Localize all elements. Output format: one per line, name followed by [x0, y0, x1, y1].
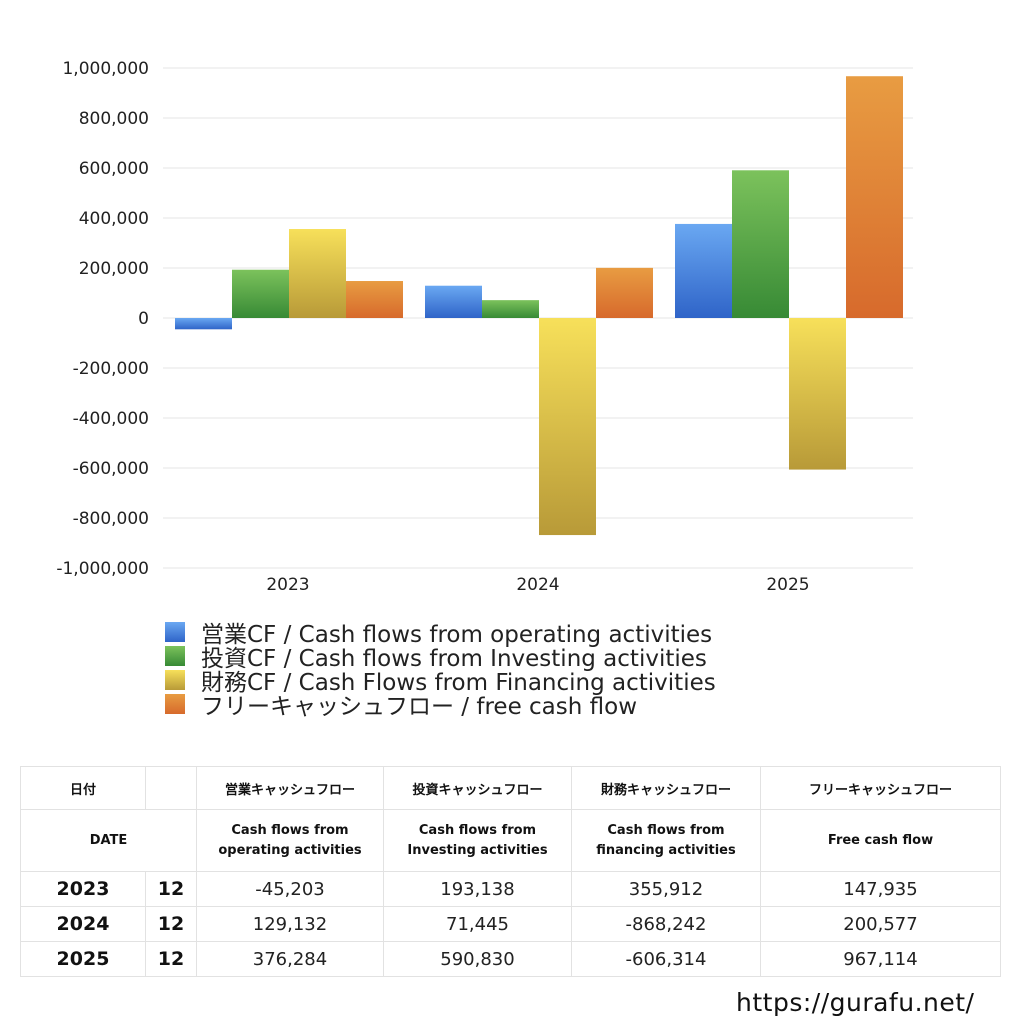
row-operating: 376,284: [196, 941, 384, 977]
legend-swatch-free: [165, 694, 185, 714]
y-tick-label: 400,000: [79, 209, 149, 229]
header-date-en: DATE: [20, 809, 197, 872]
cash-flow-table: 日付 営業キャッシュフロー 投資キャッシュフロー 財務キャッシュフロー フリーキ…: [20, 766, 1001, 977]
header-investing-en-line1: Cash flows from: [418, 822, 537, 838]
header-financing-jp: 財務キャッシュフロー: [571, 766, 761, 810]
header-operating-en-line1: Cash flows from: [231, 822, 349, 838]
header-date-jp: 日付: [20, 766, 146, 810]
table-row: 2023 12 -45,203 193,138 355,912 147,935: [20, 871, 1001, 907]
row-month: 12: [145, 871, 197, 907]
legend-swatch-financing: [165, 670, 185, 690]
row-investing: 193,138: [383, 871, 572, 907]
row-free: 147,935: [760, 871, 1001, 907]
bar-2023-series-3: [346, 281, 403, 318]
bars: [175, 76, 903, 536]
y-tick-label: 1,000,000: [62, 59, 149, 79]
cash-flow-bar-chart: 1,000,000 800,000 600,000 400,000 200,000 0 -2…: [56, 59, 913, 595]
y-tick-label: 600,000: [79, 159, 149, 179]
bar-2025-series-3: [846, 76, 903, 318]
header-operating-en: Cash flows from operating activities: [196, 809, 384, 872]
header-investing-en-line2: Investing activities: [407, 842, 548, 858]
header-financing-en-line1: Cash flows from: [607, 822, 725, 838]
table-row: 2024 12 129,132 71,445 -868,242 200,577: [20, 906, 1001, 942]
row-financing: -606,314: [571, 941, 761, 977]
row-operating: -45,203: [196, 871, 384, 907]
legend-label-operating: 営業CF / Cash flows from operating activit…: [201, 622, 713, 648]
legend-label-financing: 財務CF / Cash Flows from Financing activit…: [201, 670, 716, 696]
bar-2025-series-1: [732, 170, 789, 318]
y-tick-label: 800,000: [79, 109, 149, 129]
row-investing: 71,445: [383, 906, 572, 942]
row-free: 967,114: [760, 941, 1001, 977]
site-url[interactable]: https://gurafu.net/: [736, 988, 975, 1017]
header-investing-en: Cash flows from Investing activities: [383, 809, 572, 872]
header-operating-en-line2: operating activities: [218, 842, 362, 858]
legend-item-financing: 財務CF / Cash Flows from Financing activit…: [165, 668, 716, 696]
header-operating-jp: 営業キャッシュフロー: [196, 766, 384, 810]
bar-2023-series-2: [289, 229, 346, 318]
legend-label-investing: 投資CF / Cash flows from Investing activit…: [201, 646, 707, 672]
y-tick-label: 200,000: [79, 259, 149, 279]
table-subheader-row: DATE Cash flows from operating activities…: [20, 809, 1001, 872]
y-tick-label: -800,000: [73, 509, 149, 529]
table-header-row: 日付 営業キャッシュフロー 投資キャッシュフロー 財務キャッシュフロー フリーキ…: [20, 766, 1001, 810]
row-year: 2023: [20, 871, 146, 907]
header-free-en: Free cash flow: [760, 809, 1001, 872]
legend: 営業CF / Cash flows from operating activit…: [165, 620, 716, 720]
bar-2025-series-2: [789, 318, 846, 470]
bar-2025-series-0: [675, 223, 732, 318]
legend-label-free: フリーキャッシュフロー / free cash flow: [201, 694, 638, 720]
legend-item-investing: 投資CF / Cash flows from Investing activit…: [165, 644, 716, 672]
x-axis-ticks: 2023 2024 2025: [266, 575, 809, 595]
table-row: 2025 12 376,284 590,830 -606,314 967,114: [20, 941, 1001, 977]
legend-item-operating: 営業CF / Cash flows from operating activit…: [165, 620, 716, 648]
bar-2024-series-2: [539, 318, 596, 536]
bar-2024-series-3: [596, 267, 653, 318]
bar-2023-series-1: [232, 269, 289, 318]
row-month: 12: [145, 941, 197, 977]
bar-2024-series-1: [482, 300, 539, 318]
row-year: 2024: [20, 906, 146, 942]
row-financing: 355,912: [571, 871, 761, 907]
y-tick-label: -1,000,000: [56, 559, 149, 579]
x-tick-label: 2025: [766, 575, 809, 595]
header-financing-en-line2: financing activities: [596, 842, 736, 858]
bar-2024-series-0: [425, 285, 482, 318]
header-free-jp: フリーキャッシュフロー: [760, 766, 1001, 810]
row-investing: 590,830: [383, 941, 572, 977]
legend-item-free: フリーキャッシュフロー / free cash flow: [165, 692, 716, 720]
x-tick-label: 2023: [266, 575, 309, 595]
y-tick-label: -600,000: [73, 459, 149, 479]
row-month: 12: [145, 906, 197, 942]
row-free: 200,577: [760, 906, 1001, 942]
y-tick-label: -200,000: [73, 359, 149, 379]
row-year: 2025: [20, 941, 146, 977]
legend-swatch-operating: [165, 622, 185, 642]
bar-2023-series-0: [175, 318, 232, 330]
header-month-jp: [145, 766, 197, 810]
row-operating: 129,132: [196, 906, 384, 942]
y-tick-label: -400,000: [73, 409, 149, 429]
x-tick-label: 2024: [516, 575, 559, 595]
y-axis-ticks: 1,000,000 800,000 600,000 400,000 200,000 0 -2…: [56, 59, 149, 579]
row-financing: -868,242: [571, 906, 761, 942]
header-financing-en: Cash flows from financing activities: [571, 809, 761, 872]
legend-swatch-investing: [165, 646, 185, 666]
header-investing-jp: 投資キャッシュフロー: [383, 766, 572, 810]
y-tick-label: 0: [138, 309, 149, 329]
